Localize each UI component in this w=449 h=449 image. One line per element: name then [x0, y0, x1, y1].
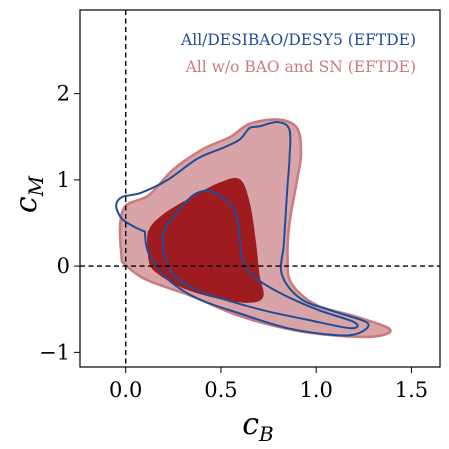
x-tick-label: 1.5	[395, 378, 428, 402]
x-tick-label: 1.0	[299, 378, 332, 402]
x-tick-label: 0.5	[204, 378, 237, 402]
x-axis-label-sub: B	[258, 422, 274, 446]
plot-frame	[79, 9, 441, 368]
x-axis-label: cB	[242, 407, 274, 446]
y-tick-label: 0	[57, 254, 70, 278]
contour-blue-68	[161, 189, 359, 330]
contour-layer	[115, 118, 392, 339]
y-axis-label-main: c	[9, 196, 44, 213]
y-axis-label-sub: M	[24, 175, 48, 197]
legend-entry-wo-bao-sn: All w/o BAO and SN (EFTDE)	[185, 58, 416, 76]
y-axis-label: cM	[9, 175, 48, 213]
y-tick-label: −1	[39, 340, 70, 364]
x-axis-label-main: c	[242, 407, 259, 442]
reference-lines	[80, 10, 440, 367]
y-tick-label: 2	[57, 82, 70, 106]
tick-layer: 0.0 0.5 1.0 1.5 −1 0 1 2	[39, 82, 428, 402]
x-tick-label: 0.0	[109, 378, 142, 402]
y-tick-label: 1	[57, 168, 70, 192]
legend-entry-all: All/DESIBAO/DESY5 (EFTDE)	[180, 31, 416, 49]
contour-blue-95	[115, 121, 370, 337]
